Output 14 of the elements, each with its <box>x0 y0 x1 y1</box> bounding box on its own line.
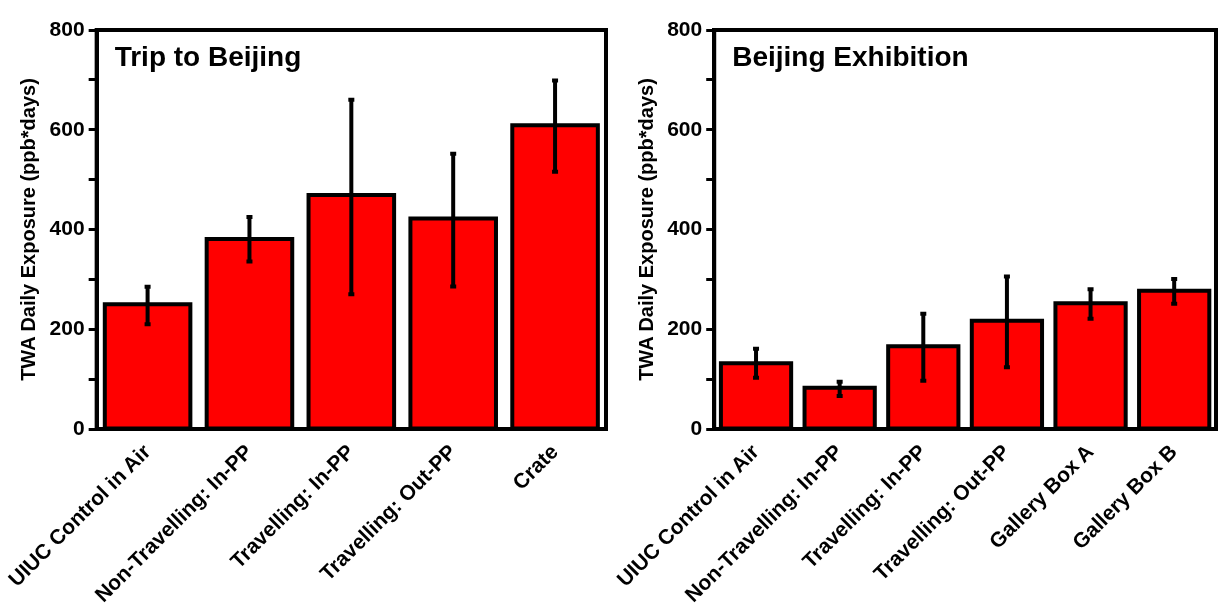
y-tick-label: 400 <box>667 216 703 240</box>
y-tick-label: 800 <box>667 16 703 40</box>
y-tick-label: 200 <box>49 316 85 340</box>
chart-title: Trip to Beijing <box>114 40 302 72</box>
y-tick-label: 400 <box>49 216 85 240</box>
y-tick-label: 0 <box>72 415 85 439</box>
chart-title: Beijing Exhibition <box>732 40 969 72</box>
y-axis-title: TWA Daily Exposure (ppb*days) <box>17 78 40 381</box>
y-tick-label: 0 <box>690 415 703 439</box>
y-tick-label: 600 <box>49 116 85 140</box>
y-tick-label: 800 <box>49 16 85 40</box>
y-tick-label: 200 <box>667 316 703 340</box>
y-tick-label: 600 <box>667 116 703 140</box>
y-axis-title: TWA Daily Exposure (ppb*days) <box>634 78 657 381</box>
